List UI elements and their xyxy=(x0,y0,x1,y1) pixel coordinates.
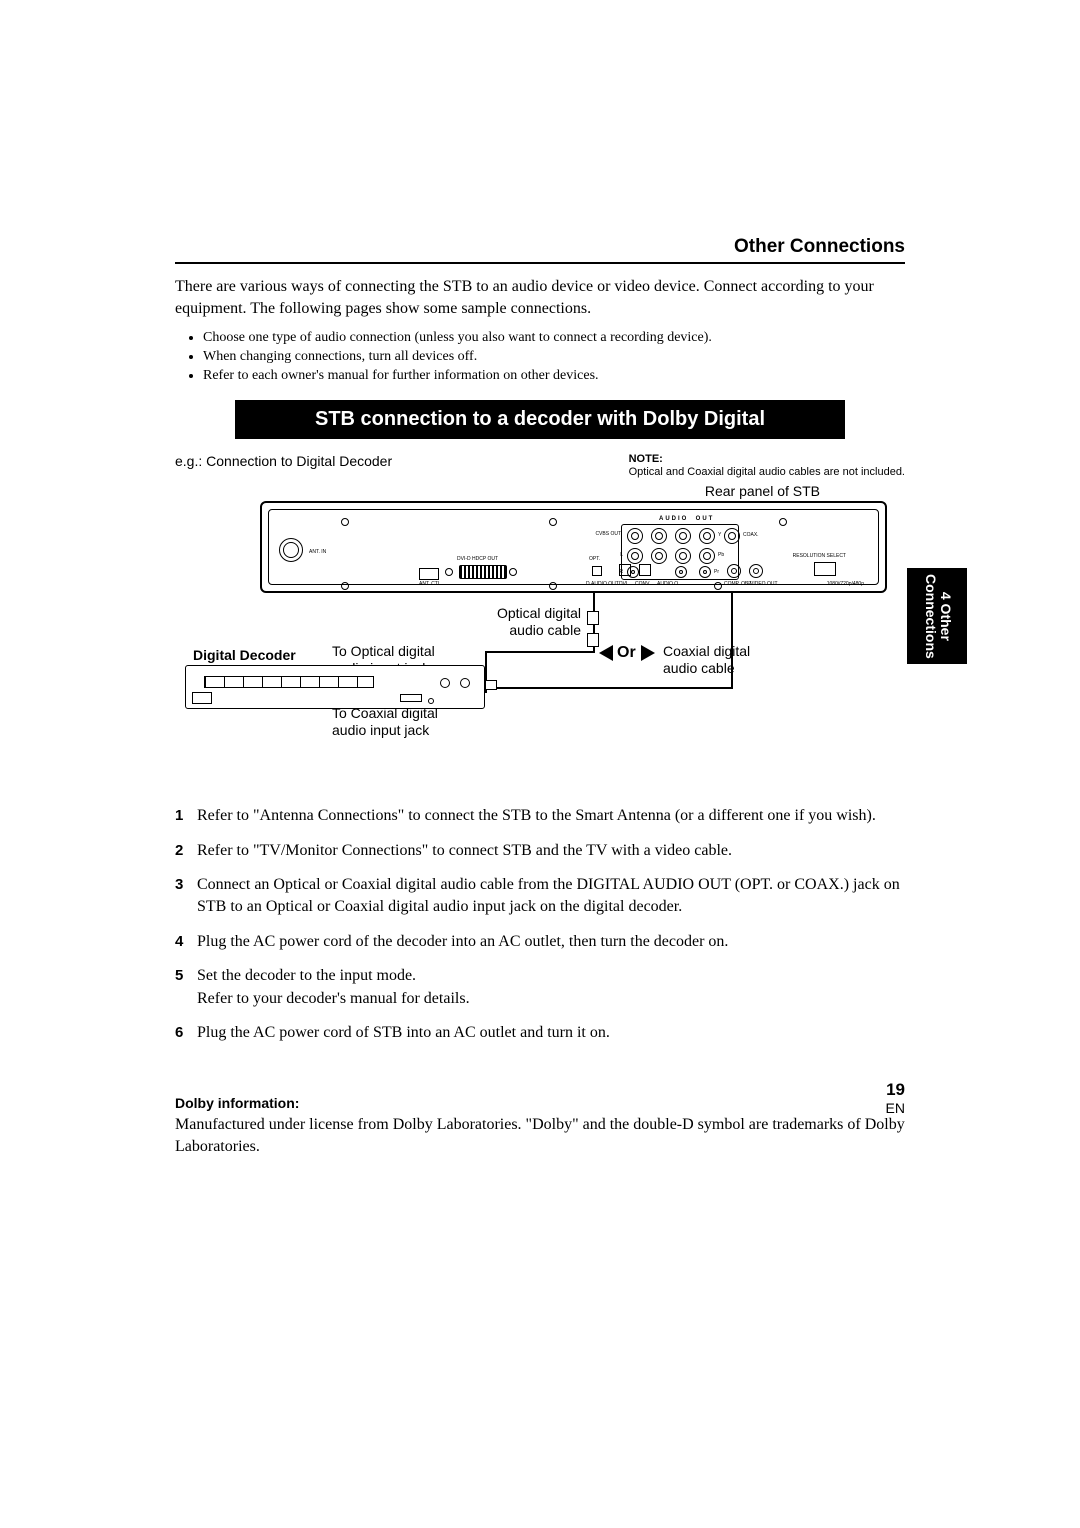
svideo-label: S-VIDEO OUT xyxy=(745,582,778,587)
screw-dot xyxy=(341,582,349,590)
coax-cable-label: Coaxial digital audio cable xyxy=(663,643,750,677)
ant-in-label: ANT. IN xyxy=(309,550,326,555)
y-label: Y xyxy=(718,533,721,538)
conv-label: CONV. xyxy=(635,582,650,587)
step-item: 3Connect an Optical or Coaxial digital a… xyxy=(175,874,905,919)
digital-decoder-label: Digital Decoder xyxy=(193,647,296,664)
coax-label: COAX. xyxy=(743,533,759,538)
note-item: Refer to each owner's manual for further… xyxy=(203,367,905,386)
diagram-note-body: Optical and Coaxial digital audio cables… xyxy=(629,466,905,479)
dolby-info: Dolby information: Manufactured under li… xyxy=(175,1094,905,1158)
page-number: 19 xyxy=(886,1080,905,1100)
arrow-right-icon xyxy=(641,645,655,661)
dolby-info-body: Manufactured under license from Dolby La… xyxy=(175,1114,905,1159)
diagram-note: NOTE: Optical and Coaxial digital audio … xyxy=(629,453,905,479)
screw-dot xyxy=(714,582,722,590)
arrow-left-icon xyxy=(599,645,613,661)
intro-paragraph: There are various ways of connecting the… xyxy=(175,276,905,319)
dvi-small-label: DVI xyxy=(619,582,627,587)
ant-ctl-port xyxy=(419,568,439,580)
coax-cable-line xyxy=(485,687,733,689)
decoder-knob xyxy=(460,678,470,688)
page-section-title: Other Connections xyxy=(734,236,905,257)
decoder-input-jack xyxy=(485,680,497,690)
antenna-in-jack xyxy=(279,538,303,562)
decoder-led xyxy=(428,698,434,704)
dolby-info-head: Dolby information: xyxy=(175,1094,905,1114)
to-coax-label: To Coaxial digital audio input jack xyxy=(332,705,438,739)
r-label: R xyxy=(619,570,623,575)
resolution-modes: 1080i/720p/480p xyxy=(827,582,864,587)
screw-dot xyxy=(445,568,453,576)
decoder-slots xyxy=(204,676,374,688)
dvi-port xyxy=(459,565,507,579)
svideo-jack xyxy=(749,564,763,578)
page-footer: 19 EN xyxy=(886,1080,905,1116)
or-label: Or xyxy=(617,644,636,662)
steps-list: 1Refer to "Antenna Connections" to conne… xyxy=(175,805,905,1044)
decoder-knob xyxy=(440,678,450,688)
pb-label: Pb xyxy=(718,553,724,558)
step-item: 1Refer to "Antenna Connections" to conne… xyxy=(175,805,905,827)
example-label: e.g.: Connection to Digital Decoder xyxy=(175,453,392,469)
page-lang: EN xyxy=(886,1100,905,1116)
ant-ctl-label: ANT. CTL. xyxy=(419,582,442,587)
pr-label: Pr xyxy=(714,570,719,575)
screw-dot xyxy=(779,518,787,526)
optical-plug-icon xyxy=(587,611,599,625)
step-item: 5Set the decoder to the input mode. Refe… xyxy=(175,965,905,1010)
diagram-note-head: NOTE: xyxy=(629,453,905,466)
side-tab-line2: Connections xyxy=(922,574,938,659)
side-tab-line1: 4 Other xyxy=(937,591,953,640)
rear-panel-label: Rear panel of STB xyxy=(705,483,820,499)
digital-decoder-box xyxy=(185,665,485,709)
d-audio-out-label: D.AUDIO OUT xyxy=(586,582,619,587)
dvi-label: DVI-D HDCP OUT xyxy=(457,557,498,562)
step-item: 6Plug the AC power cord of STB into an A… xyxy=(175,1022,905,1044)
step-item: 4Plug the AC power cord of the decoder i… xyxy=(175,931,905,953)
screw-dot xyxy=(549,582,557,590)
audio-o-label: AUDIO O xyxy=(657,582,678,587)
decoder-display xyxy=(400,694,422,702)
optical-plug-icon xyxy=(587,633,599,647)
resolution-switch xyxy=(814,562,836,576)
chapter-side-tab: 4 Other Connections xyxy=(907,568,967,664)
optical-cable-line xyxy=(485,651,595,653)
step-item: 2Refer to "TV/Monitor Connections" to co… xyxy=(175,840,905,862)
note-item: When changing connections, turn all devi… xyxy=(203,348,905,367)
opt-label: OPT. xyxy=(589,557,600,562)
note-item: Choose one type of audio connection (unl… xyxy=(203,329,905,348)
resolution-label: RESOLUTION SELECT xyxy=(793,554,846,559)
cvbs-label: CVBS OUT xyxy=(595,532,621,537)
screw-dot xyxy=(341,518,349,526)
optical-out-jack xyxy=(592,566,602,576)
optical-cable-label: Optical digital audio cable xyxy=(485,605,581,639)
decoder-button xyxy=(192,692,212,704)
audio-out-big-label: AUDIO OUT xyxy=(659,516,714,522)
l-label: L xyxy=(620,553,623,558)
notes-list: Choose one type of audio connection (unl… xyxy=(175,329,905,386)
screw-dot xyxy=(509,568,517,576)
section-heading-bar: STB connection to a decoder with Dolby D… xyxy=(235,400,845,439)
screw-dot xyxy=(549,518,557,526)
stb-rear-panel: ANT. IN DVI-D HDCP OUT ANT. CTL. D.AUDIO… xyxy=(260,501,887,593)
connection-diagram: Rear panel of STB ANT. IN DVI-D HDCP OUT… xyxy=(175,483,905,783)
